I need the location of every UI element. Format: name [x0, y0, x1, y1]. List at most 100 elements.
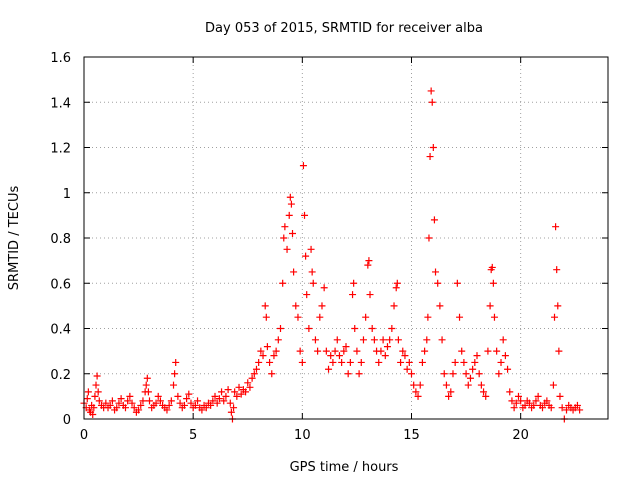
data-point [442, 381, 450, 389]
data-point [250, 370, 258, 378]
y-tick-label: 0.8 [50, 232, 71, 247]
data-point [482, 392, 490, 400]
data-point [466, 374, 474, 382]
data-point [235, 383, 243, 391]
axis-ticks: 0 5 10 15 20 0 0.2 0.4 0.6 0.8 1 1.2 1.4 1.6 [50, 51, 608, 443]
data-point [191, 401, 199, 409]
data-point [510, 404, 518, 412]
data-point [257, 347, 265, 355]
data-point [329, 358, 337, 366]
y-axis-label: SRMTID / TECUs [7, 186, 22, 291]
data-point [379, 336, 387, 344]
data-point [344, 370, 352, 378]
data-point [143, 374, 151, 382]
data-point [135, 406, 143, 414]
data-point [215, 395, 223, 403]
data-point [93, 372, 101, 380]
x-tick-label: 10 [294, 428, 311, 443]
data-point [244, 379, 252, 387]
data-point [451, 358, 459, 366]
data-point [272, 347, 280, 355]
data-point [144, 388, 152, 396]
data-point [477, 381, 485, 389]
data-point [322, 347, 330, 355]
y-tick-label: 0.2 [50, 368, 71, 383]
data-point [121, 404, 129, 412]
x-tick-label: 5 [189, 428, 197, 443]
data-point [270, 352, 278, 360]
data-point [462, 370, 470, 378]
data-point [547, 404, 555, 412]
data-point [421, 347, 429, 355]
data-point [377, 347, 385, 355]
data-point [90, 404, 98, 412]
data-point [375, 358, 383, 366]
data-point [314, 347, 322, 355]
data-point [180, 401, 188, 409]
grid-lines [84, 57, 608, 419]
data-point [296, 347, 304, 355]
data-point [493, 347, 501, 355]
y-tick-label: 1.4 [50, 96, 71, 111]
data-point [460, 358, 468, 366]
data-point [331, 347, 339, 355]
data-point [388, 325, 396, 332]
data-point [423, 336, 431, 344]
data-point [302, 252, 310, 260]
data-point [425, 234, 433, 242]
data-point [305, 325, 313, 332]
data-point [355, 370, 363, 378]
data-point [274, 336, 282, 344]
data-point [113, 404, 121, 412]
data-point [202, 404, 210, 412]
data-point [488, 263, 496, 271]
data-point [94, 388, 102, 396]
data-point [506, 388, 514, 396]
data-point [92, 381, 100, 389]
data-point [126, 392, 134, 400]
data-point [549, 381, 557, 389]
x-tick-label: 20 [512, 428, 529, 443]
data-point [281, 223, 289, 231]
data-point [338, 358, 346, 366]
data-point [346, 358, 354, 366]
data-point [209, 397, 217, 405]
data-point [430, 216, 438, 224]
data-point [218, 388, 226, 396]
data-point [246, 383, 254, 391]
data-point [106, 401, 114, 409]
data-point [576, 406, 584, 414]
data-point [301, 211, 309, 219]
data-point [183, 395, 191, 403]
data-point [91, 392, 99, 400]
y-tick-label: 1 [63, 187, 71, 202]
data-point [394, 336, 402, 344]
data-point [283, 245, 291, 253]
data-point [490, 313, 498, 321]
data-point [532, 397, 540, 405]
data-point [128, 399, 136, 407]
data-point [405, 358, 413, 366]
data-point [292, 302, 300, 310]
data-point [137, 401, 145, 409]
data-point [233, 392, 241, 400]
data-point [130, 404, 138, 412]
data-point [198, 406, 206, 414]
data-point [255, 358, 263, 366]
data-point [512, 399, 520, 407]
data-point [327, 352, 335, 360]
data-point [309, 279, 317, 287]
data-point [397, 358, 405, 366]
data-point [401, 352, 409, 360]
data-point [364, 261, 372, 269]
data-point [393, 279, 401, 287]
data-point [555, 347, 563, 355]
data-point [408, 370, 415, 378]
data-point [351, 325, 359, 332]
data-point [475, 370, 483, 378]
data-point [428, 98, 436, 106]
data-point [368, 325, 376, 332]
x-axis-label: GPS time / hours [290, 460, 399, 475]
